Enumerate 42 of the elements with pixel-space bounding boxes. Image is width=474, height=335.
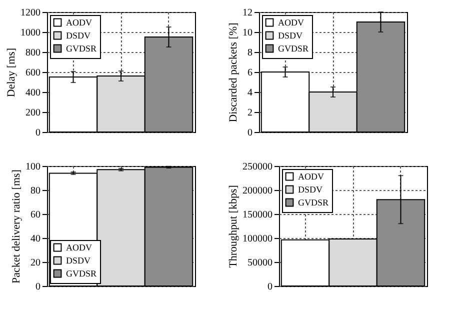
legend-label: GVDSR [298,198,329,208]
y-axis-title: Packet delivery ratio [ms] [10,170,22,284]
y-tick-label: 12 [242,8,252,18]
y-tick-label: 8 [248,48,252,58]
legend-label: DSDV [66,256,92,266]
y-tick-label: 1200 [20,8,40,18]
legend-label: GVDSR [66,268,97,278]
y-tick-label: 0 [36,282,40,292]
y-tick-label: 4 [248,88,252,98]
y-tick-label: 800 [26,48,40,58]
y-tick-label: 1000 [20,28,40,38]
y-tick-label: 200 [26,108,40,118]
legend-label: AODV [278,18,304,28]
y-tick-label: 600 [26,68,40,78]
legend-label: AODV [66,242,92,252]
y-tick-label: 100 [26,162,40,172]
y-tick-label: 60 [30,210,40,220]
y-tick-label: 100000 [242,234,272,244]
legend-label: DSDV [298,184,324,194]
y-tick-label: 20 [30,258,40,268]
y-tick-label: 80 [30,186,40,196]
y-tick-label: 0 [248,128,252,138]
y-tick-label: 0 [268,282,272,292]
legend-label: DSDV [66,30,92,40]
y-tick-label: 0 [36,128,40,138]
legend-label: AODV [298,172,324,182]
legend-label: GVDSR [66,44,97,54]
y-tick-label: 400 [26,88,40,98]
y-tick-label: 50000 [248,258,272,268]
y-axis-title: Throughput [kbps] [228,185,240,268]
y-axis-title: Delay [ms] [6,48,18,98]
y-tick-label: 150000 [242,210,272,220]
y-tick-label: 250000 [242,162,272,172]
y-tick-label: 40 [30,234,40,244]
legend-label: GVDSR [278,44,309,54]
y-tick-label: 200000 [242,186,272,196]
y-axis-title: Discarded packets [%] [228,22,240,122]
legend-label: AODV [66,18,92,28]
y-tick-label: 10 [242,28,252,38]
legend-label: DSDV [278,30,304,40]
y-tick-label: 2 [248,108,252,118]
y-tick-label: 6 [248,68,252,78]
